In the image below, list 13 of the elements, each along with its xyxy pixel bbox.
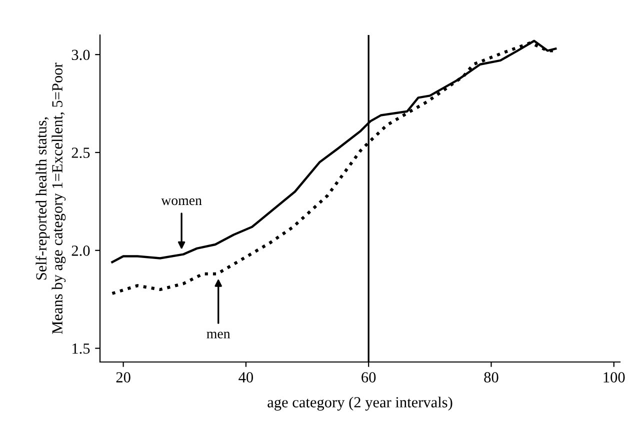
annotation: men: [206, 332, 230, 338]
x-axis-title: age category (2 year intervals): [268, 396, 452, 411]
annotation: women: [161, 198, 202, 206]
x-tick-label: 80: [484, 372, 498, 382]
x-tick-label: 40: [238, 372, 253, 382]
x-tick-label: 60: [362, 372, 376, 382]
y-tick-label: 2.5: [72, 148, 90, 158]
x-tick-label: 20: [116, 372, 130, 382]
y-axis-title: Self-reported health status, Means by age category 1=Excellent, 5=Poor: [36, 62, 66, 334]
y-tick-label: 1.5: [72, 344, 90, 354]
y-tick-label: 3.0: [72, 50, 90, 60]
x-tick-label: 100: [604, 372, 625, 382]
y-tick-label: 2.0: [72, 246, 90, 256]
